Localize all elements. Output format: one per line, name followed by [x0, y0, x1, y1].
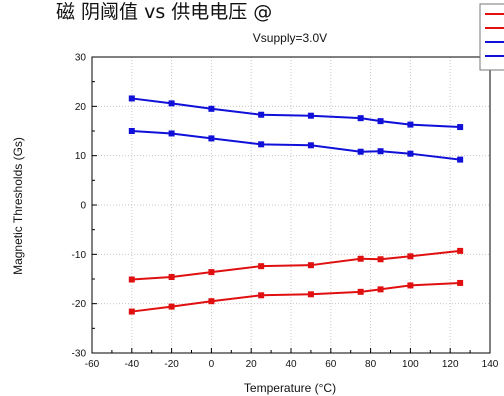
- data-point: [168, 303, 175, 310]
- data-point: [377, 286, 384, 293]
- x-tick-label: 120: [442, 359, 459, 370]
- y-tick-label: 20: [75, 102, 87, 113]
- data-point: [258, 111, 265, 118]
- data-point: [208, 269, 215, 276]
- data-point: [357, 115, 364, 122]
- y-tick-label: -30: [72, 349, 87, 360]
- data-point: [457, 279, 464, 286]
- x-tick-label: -60: [85, 359, 100, 370]
- data-point: [407, 150, 414, 157]
- y-tick-label: 0: [80, 201, 86, 212]
- data-point: [407, 282, 414, 289]
- legend: [479, 3, 504, 71]
- data-point: [407, 121, 414, 128]
- data-point: [377, 118, 384, 125]
- x-tick-label: -20: [164, 359, 179, 370]
- data-point: [307, 112, 314, 119]
- data-point: [307, 262, 314, 269]
- data-point: [357, 288, 364, 295]
- axes: -60 -40 -20 0 20 40 60 80 100 120 140 -30 -20 -10 0 10 2…: [72, 53, 499, 371]
- data-point: [377, 148, 384, 155]
- y-tick-label: 10: [75, 151, 87, 162]
- x-tick-label: 20: [246, 359, 258, 370]
- data-point: [457, 156, 464, 163]
- x-tick-label: 0: [209, 359, 215, 370]
- data-point: [307, 291, 314, 298]
- x-tick-label: -40: [125, 359, 140, 370]
- data-point: [457, 124, 464, 131]
- data-point: [128, 276, 135, 283]
- data-point: [128, 308, 135, 315]
- y-tick-label: 30: [75, 53, 87, 64]
- chart-subtitle: Vsupply=3.0V: [253, 31, 327, 45]
- data-point: [377, 256, 384, 263]
- data-point: [357, 255, 364, 262]
- data-point: [168, 274, 175, 281]
- x-tick-label: 100: [402, 359, 419, 370]
- data-point: [258, 263, 265, 270]
- data-point: [258, 292, 265, 299]
- y-tick-label: -20: [72, 299, 87, 310]
- x-axis-title: Temperature (°C): [244, 381, 336, 395]
- series: [128, 95, 464, 315]
- x-tick-label: 80: [365, 359, 377, 370]
- data-point: [457, 247, 464, 254]
- chart-title: 磁 阴阈值 vs 供电电压 @: [56, 1, 272, 23]
- x-tick-label: 40: [285, 359, 297, 370]
- x-tick-label: 140: [482, 359, 499, 370]
- y-axis-title: Magnetic Thresholds (Gs): [11, 137, 25, 275]
- data-point: [128, 95, 135, 102]
- y-tick-label: -10: [72, 250, 87, 261]
- x-tick-label: 60: [325, 359, 337, 370]
- data-point: [128, 128, 135, 134]
- grid: [92, 57, 490, 353]
- data-point: [208, 105, 215, 112]
- data-point: [168, 100, 175, 107]
- data-point: [168, 130, 175, 137]
- data-point: [307, 142, 314, 149]
- data-point: [208, 298, 215, 305]
- data-point: [357, 148, 364, 155]
- data-point: [407, 253, 414, 260]
- data-point: [258, 141, 265, 148]
- data-point: [208, 135, 215, 142]
